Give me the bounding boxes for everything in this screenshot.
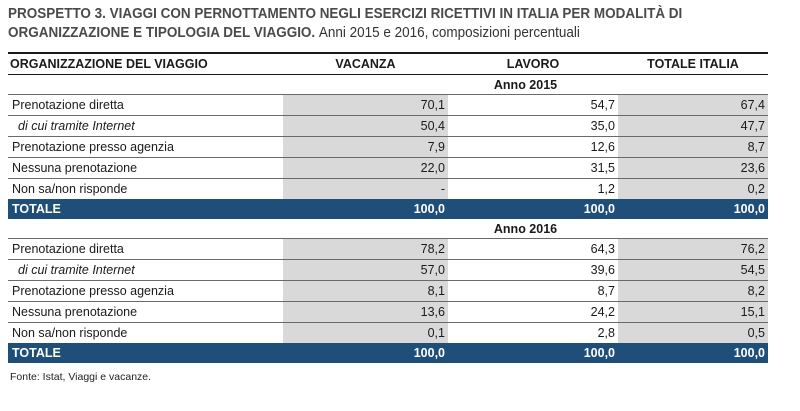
cell-totale: 8,7: [618, 136, 768, 158]
cell-vacanza: 78,2: [283, 238, 448, 260]
table-title: PROSPETTO 3. VIAGGI CON PERNOTTAMENTO NE…: [8, 5, 771, 43]
table-row: Nessuna prenotazione 22,0 31,5 23,6: [8, 157, 768, 179]
title-subtitle: Anni 2015 e 2016, composizioni percentua…: [318, 25, 580, 41]
cell-vacanza: 57,0: [283, 259, 448, 281]
cell-lavoro: 24,2: [448, 301, 618, 323]
cell-vacanza: 22,0: [283, 157, 448, 179]
row-label: Prenotazione presso agenzia: [8, 280, 283, 302]
cell-vacanza: 50,4: [283, 115, 448, 137]
row-label: Nessuna prenotazione: [8, 301, 283, 323]
section-header-2016: Anno 2016: [8, 219, 768, 239]
cell-totale: 0,2: [618, 178, 768, 199]
cell-lavoro: 12,6: [448, 136, 618, 158]
header-lavoro: LAVORO: [448, 52, 618, 75]
cell-lavoro: 54,7: [448, 94, 618, 116]
total-vacanza: 100,0: [283, 343, 448, 363]
table-panel: PROSPETTO 3. VIAGGI CON PERNOTTAMENTO NE…: [8, 5, 768, 383]
total-label: TOTALE: [8, 343, 283, 363]
section-header-2015: Anno 2015: [8, 74, 768, 95]
cell-totale: 67,4: [618, 94, 768, 116]
cell-vacanza: 0,1: [283, 322, 448, 343]
cell-lavoro: 1,2: [448, 178, 618, 199]
header-totale: TOTALE ITALIA: [618, 52, 768, 75]
row-label: Prenotazione presso agenzia: [8, 136, 283, 158]
table-row: Prenotazione diretta 78,2 64,3 76,2: [8, 238, 768, 260]
row-label: Non sa/non risponde: [8, 178, 283, 199]
header-label: ORGANIZZAZIONE DEL VIAGGIO: [8, 52, 283, 75]
total-vacanza: 100,0: [283, 199, 448, 219]
cell-lavoro: 31,5: [448, 157, 618, 179]
cell-lavoro: 39,6: [448, 259, 618, 281]
section-year-label: Anno 2015: [283, 74, 768, 95]
total-row: TOTALE 100,0 100,0 100,0: [8, 199, 768, 219]
cell-vacanza: 70,1: [283, 94, 448, 116]
row-label: di cui tramite Internet: [8, 259, 283, 281]
cell-totale: 8,2: [618, 280, 768, 302]
total-row: TOTALE 100,0 100,0 100,0: [8, 343, 768, 363]
cell-lavoro: 35,0: [448, 115, 618, 137]
table-row: Prenotazione presso agenzia 7,9 12,6 8,7: [8, 136, 768, 158]
row-label: Prenotazione diretta: [8, 94, 283, 116]
cell-vacanza: 8,1: [283, 280, 448, 302]
cell-totale: 0,5: [618, 322, 768, 343]
table-row: Non sa/non risponde 0,1 2,8 0,5: [8, 322, 768, 343]
table-row: Nessuna prenotazione 13,6 24,2 15,1: [8, 301, 768, 323]
section-year-label: Anno 2016: [283, 219, 768, 239]
title-line-2: ORGANIZZAZIONE E TIPOLOGIA DEL VIAGGIO.: [8, 25, 316, 41]
total-lavoro: 100,0: [448, 343, 618, 363]
header-row: ORGANIZZAZIONE DEL VIAGGIO VACANZA LAVOR…: [8, 52, 768, 75]
row-label: Nessuna prenotazione: [8, 157, 283, 179]
cell-totale: 47,7: [618, 115, 768, 137]
data-table: ORGANIZZAZIONE DEL VIAGGIO VACANZA LAVOR…: [8, 52, 768, 363]
cell-lavoro: 64,3: [448, 238, 618, 260]
cell-vacanza: -: [283, 178, 448, 199]
source-note: Fonte: Istat, Viaggi e vacanze.: [10, 371, 152, 383]
cell-vacanza: 7,9: [283, 136, 448, 158]
row-label: Non sa/non risponde: [8, 322, 283, 343]
cell-totale: 23,6: [618, 157, 768, 179]
table-row: Prenotazione diretta 70,1 54,7 67,4: [8, 94, 768, 116]
total-totale: 100,0: [618, 343, 768, 363]
table-row: Non sa/non risponde - 1,2 0,2: [8, 178, 768, 199]
row-label: Prenotazione diretta: [8, 238, 283, 260]
table-row: di cui tramite Internet 57,0 39,6 54,5: [8, 259, 768, 281]
header-vacanza: VACANZA: [283, 52, 448, 75]
table-row: di cui tramite Internet 50,4 35,0 47,7: [8, 115, 768, 137]
cell-totale: 76,2: [618, 238, 768, 260]
cell-lavoro: 8,7: [448, 280, 618, 302]
total-lavoro: 100,0: [448, 199, 618, 219]
title-line-1: PROSPETTO 3. VIAGGI CON PERNOTTAMENTO NE…: [8, 6, 683, 22]
cell-lavoro: 2,8: [448, 322, 618, 343]
row-label: di cui tramite Internet: [8, 115, 283, 137]
cell-vacanza: 13,6: [283, 301, 448, 323]
table-row: Prenotazione presso agenzia 8,1 8,7 8,2: [8, 280, 768, 302]
cell-totale: 15,1: [618, 301, 768, 323]
cell-totale: 54,5: [618, 259, 768, 281]
total-totale: 100,0: [618, 199, 768, 219]
total-label: TOTALE: [8, 199, 283, 219]
